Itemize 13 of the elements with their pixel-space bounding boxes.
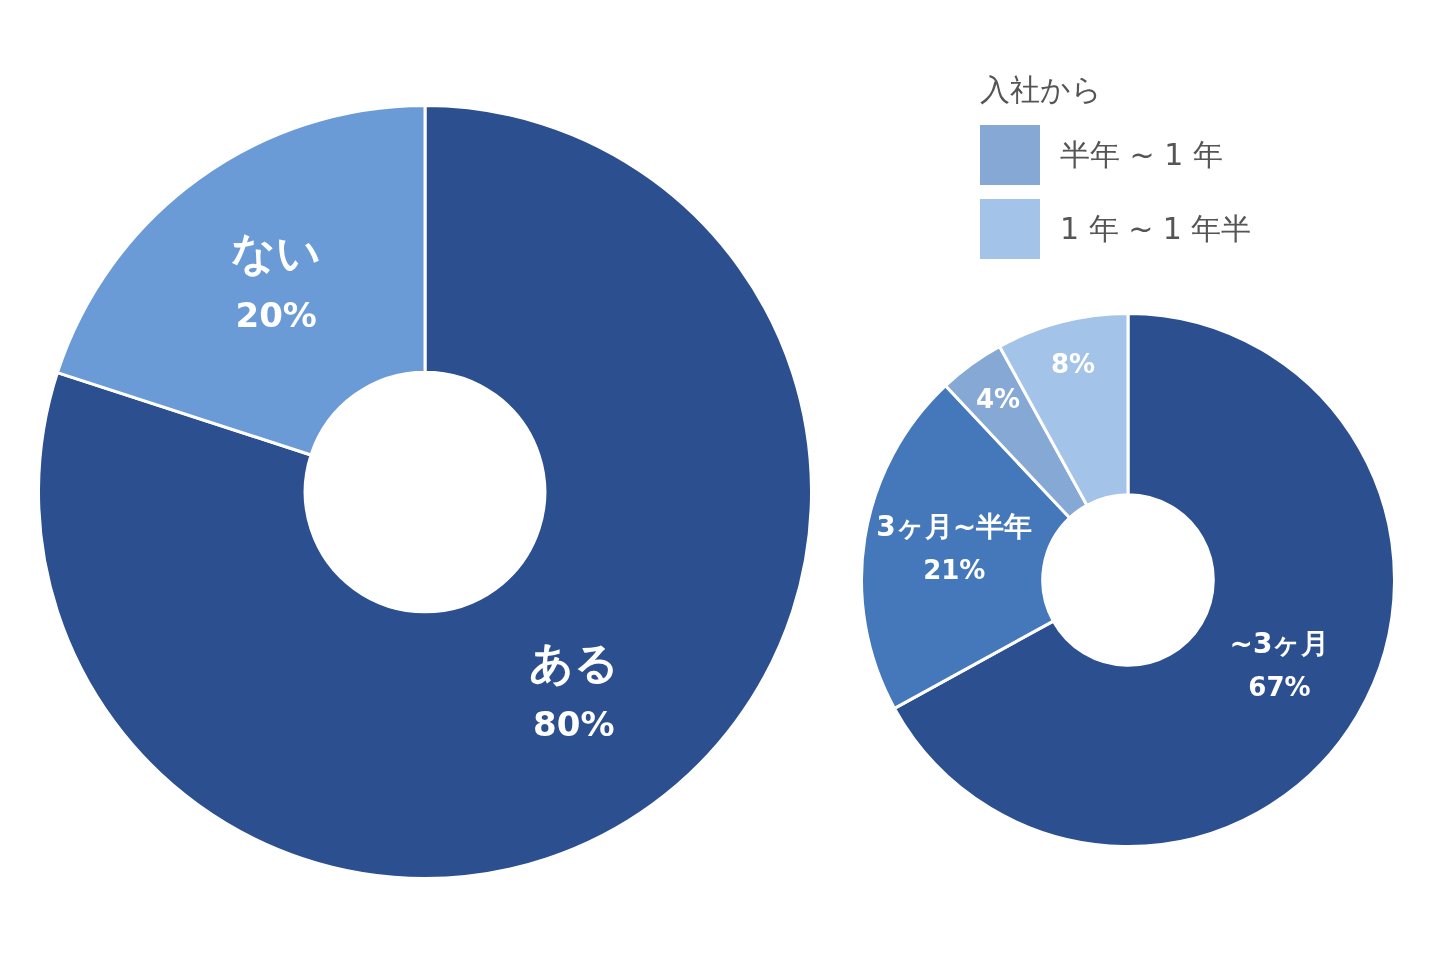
data-label: 8% xyxy=(1050,348,1096,379)
slice-label: ~3ヶ月 xyxy=(1229,627,1330,661)
data-label: 67% xyxy=(1248,671,1311,702)
legend-label: 半年 ~ 1 年 xyxy=(1060,135,1223,174)
slice-label: ある xyxy=(528,636,619,688)
slice-label: 3ヶ月~半年 xyxy=(876,510,1033,544)
data-label: 20% xyxy=(235,294,317,335)
legend-label: 1 年 ~ 1 年半 xyxy=(1060,209,1252,248)
data-label: 80% xyxy=(533,704,615,745)
data-label: 21% xyxy=(923,554,986,585)
slice-label: ない xyxy=(231,227,322,279)
data-label: 4% xyxy=(975,383,1021,414)
legend-title: 入社から xyxy=(980,71,1103,109)
